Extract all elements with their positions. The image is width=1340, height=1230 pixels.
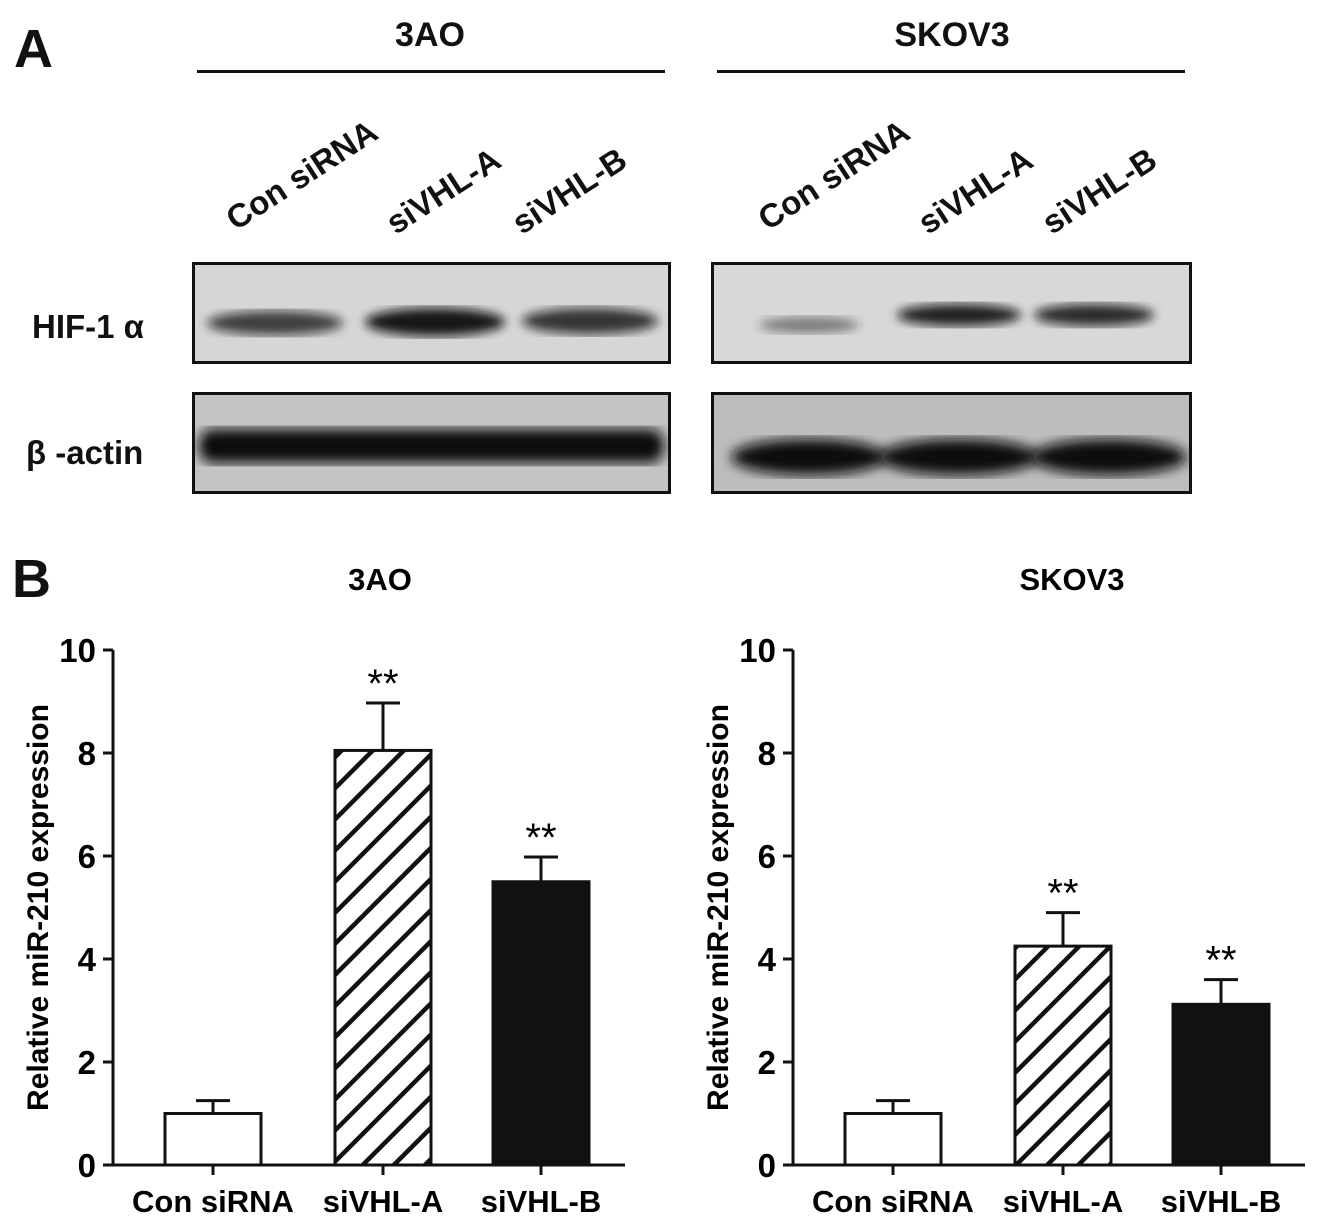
- y-tick-label: 10: [739, 632, 776, 669]
- band: [365, 308, 505, 336]
- panel-b-letter: B: [12, 549, 51, 609]
- band: [731, 439, 887, 475]
- y-tick-label: 10: [59, 632, 96, 669]
- y-tick-label: 2: [758, 1044, 776, 1081]
- panel-a-letter: A: [14, 19, 53, 79]
- lane-label: siVHL-B: [1035, 140, 1164, 242]
- significance-label: **: [367, 662, 398, 706]
- blot-bands-actin-3ao: [199, 429, 664, 463]
- band: [879, 439, 1039, 475]
- y-tick-label: 4: [758, 941, 777, 978]
- significance-label: **: [1205, 939, 1236, 983]
- x-tick-label: siVHL-B: [481, 1184, 602, 1219]
- blot-bands-hif1a-3ao: [207, 308, 658, 336]
- lane-label: siVHL-A: [911, 140, 1040, 242]
- bar: [491, 880, 591, 1167]
- blot-group-title-3ao: 3AO: [395, 16, 465, 54]
- blot-group-rule-skov3: [717, 70, 1185, 73]
- x-tick-label: Con siRNA: [132, 1184, 294, 1219]
- bar: [1013, 944, 1113, 1167]
- bar: [843, 1112, 943, 1167]
- blot-bands-hif1a-skov3: [759, 304, 1154, 333]
- y-tick-label: 6: [78, 838, 96, 875]
- bar: [1171, 1002, 1271, 1167]
- blot-actin-skov3: [711, 392, 1192, 494]
- protein-label-beta-actin: β -actin: [26, 434, 144, 471]
- chart-title: SKOV3: [1019, 562, 1124, 597]
- band: [207, 311, 343, 335]
- blot-hif1a-skov3: [711, 262, 1192, 364]
- x-tick-label: siVHL-A: [323, 1184, 444, 1219]
- significance-label: **: [525, 816, 556, 860]
- band: [897, 304, 1021, 326]
- blot-group-title-skov3: SKOV3: [894, 16, 1010, 54]
- y-tick-label: 4: [78, 941, 97, 978]
- protein-label-hif1a: HIF-1 α: [32, 308, 144, 345]
- x-tick-label: siVHL-A: [1003, 1184, 1124, 1219]
- band: [522, 308, 658, 334]
- chart-title: 3AO: [348, 562, 412, 597]
- y-tick-label: 8: [78, 735, 96, 772]
- y-axis-label: Relative miR-210 expression: [22, 704, 55, 1111]
- y-tick-label: 6: [758, 838, 776, 875]
- band: [1031, 439, 1187, 475]
- y-tick-label: 2: [78, 1044, 96, 1081]
- x-tick-label: siVHL-B: [1161, 1184, 1282, 1219]
- band: [1034, 304, 1154, 326]
- lane-label: Con siRNA: [751, 112, 916, 238]
- blot-bands-actin-skov3: [731, 439, 1187, 475]
- y-tick-label: 0: [758, 1147, 776, 1184]
- band: [759, 317, 859, 333]
- y-axis-label: Relative miR-210 expression: [702, 704, 735, 1111]
- bar: [163, 1112, 263, 1167]
- lane-label: siVHL-A: [379, 140, 508, 242]
- blot-group-rule-3ao: [197, 70, 665, 73]
- bar-charts: 3AO Relative miR-210 expression 0 2 4 6 8 10 Con…: [22, 562, 1305, 1219]
- blot-actin-3ao: [192, 392, 671, 494]
- y-tick-label: 0: [78, 1147, 96, 1184]
- lane-label: siVHL-B: [505, 140, 634, 242]
- bar: [333, 748, 433, 1167]
- lane-label: Con siRNA: [219, 112, 384, 238]
- blot-hif1a-3ao: [192, 262, 671, 364]
- band: [199, 429, 664, 463]
- y-tick-label: 8: [758, 735, 776, 772]
- significance-label: **: [1047, 872, 1078, 916]
- x-tick-label: Con siRNA: [812, 1184, 974, 1219]
